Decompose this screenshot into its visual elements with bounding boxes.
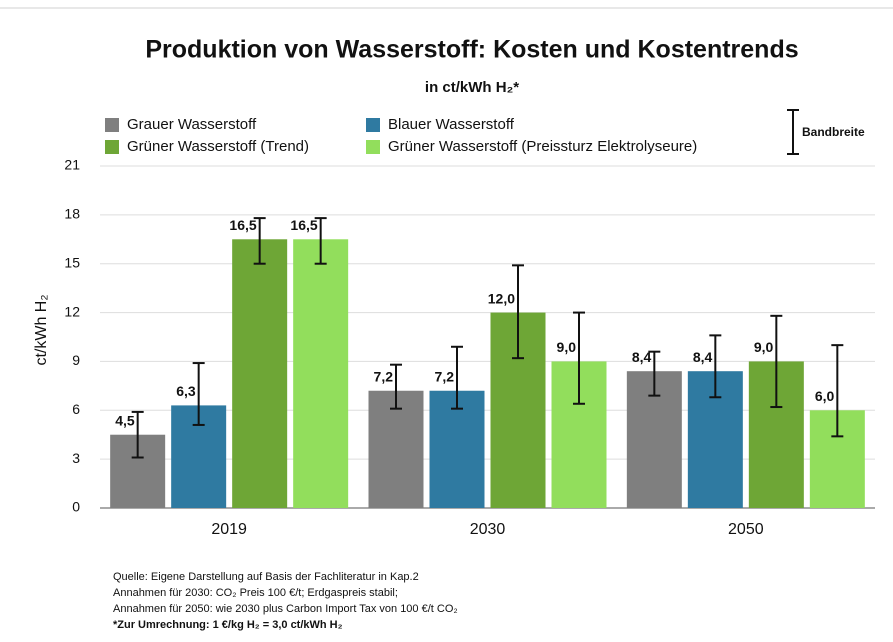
chart-title: Produktion von Wasserstoff: Kosten und K… [145,36,798,64]
y-axis-label: ct/kWh H₂ [33,294,50,365]
y-tick-label: 3 [72,450,80,466]
error-legend-label: Bandbreite [802,125,865,139]
data-label: 6,0 [815,388,835,404]
x-tick-label: 2030 [470,521,506,538]
legend-label: Grüner Wasserstoff (Preissturz Elektroly… [388,138,697,155]
legend-label: Blauer Wasserstoff [388,116,515,133]
y-tick-label: 9 [72,352,80,368]
chart-subtitle: in ct/kWh H₂* [425,79,519,96]
y-tick-label: 12 [64,303,80,319]
y-tick-label: 15 [64,254,80,270]
bar [429,390,485,508]
data-label: 7,2 [435,368,455,384]
data-label: 4,5 [115,412,135,428]
legend-label: Grauer Wasserstoff [127,116,257,133]
data-label: 6,3 [176,383,196,399]
legend-swatch [366,118,380,132]
bar [293,239,349,509]
footnote: *Zur Umrechnung: 1 €/kg H₂ = 3,0 ct/kWh … [113,619,343,631]
data-label: 7,2 [374,368,394,384]
data-label: 8,4 [693,349,713,365]
footnote: Annahmen für 2050: wie 2030 plus Carbon … [113,603,458,615]
y-tick-label: 0 [72,499,80,515]
data-label: 16,5 [229,217,256,233]
y-tick-label: 21 [64,157,80,173]
y-tick-label: 18 [64,206,80,222]
data-label: 8,4 [632,349,652,365]
y-tick-label: 6 [72,401,80,417]
x-tick-label: 2050 [728,521,764,538]
footnote: Annahmen für 2030: CO₂ Preis 100 €/t; Er… [113,587,398,599]
bar [368,390,424,508]
legend-label: Grüner Wasserstoff (Trend) [127,138,309,155]
legend-swatch [105,118,119,132]
data-label: 16,5 [290,217,317,233]
data-label: 9,0 [557,339,577,355]
data-label: 9,0 [754,339,774,355]
legend-swatch [366,140,380,154]
bar [232,239,288,509]
data-label: 12,0 [488,290,515,306]
x-tick-label: 2019 [211,521,247,538]
legend-swatch [105,140,119,154]
footnote: Quelle: Eigene Darstellung auf Basis der… [113,571,419,583]
